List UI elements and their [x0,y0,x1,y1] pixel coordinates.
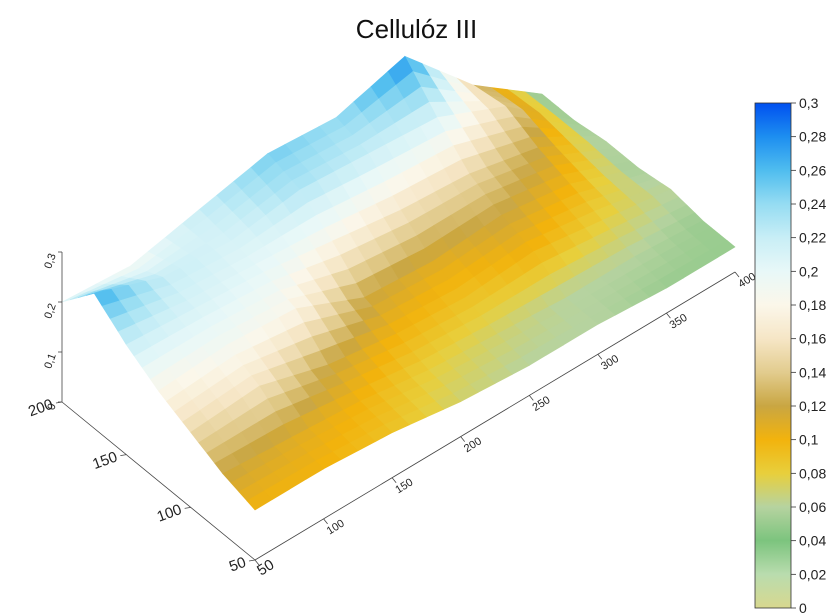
x-tick-label: 200 [462,435,484,455]
x-tick-mark [666,312,671,319]
x-tick-mark [323,518,328,525]
colorbar-label: 0,3 [799,95,819,111]
x-axis-line [254,271,736,561]
colorbar-label: 0,28 [799,129,826,145]
colorbar-label: 0,08 [799,465,826,481]
surface-cell [246,490,273,511]
x-tick-mark [734,271,740,278]
z-tick-label: 0,1 [42,352,59,370]
surface-mesh [61,55,736,511]
colorbar-label: 0,1 [799,432,819,448]
colorbar-label: 0,26 [799,162,826,178]
colorbar-gradient [754,102,792,609]
colorbar-label: 0,2 [799,263,819,279]
z-tick-label: 0,2 [42,302,59,320]
colorbar-label: 0,24 [799,196,826,212]
z-tick-label: 0,3 [42,252,59,270]
y-tick-label: 100 [155,501,184,526]
colorbar-label: 0,12 [799,398,826,414]
colorbar-label: 0,18 [799,297,826,313]
y-tick-label: 150 [90,448,119,473]
x-tick-label: 100 [325,517,347,537]
z-tick-label: 0 [45,402,58,412]
colorbar-label: 0,16 [799,331,826,347]
x-tick-label: 250 [531,394,553,414]
colorbar-label: 0,02 [799,566,826,582]
x-tick-label: 150 [393,476,415,496]
y-tick-mark [120,454,127,457]
y-axis-line [61,401,256,561]
colorbar-label: 0,06 [799,499,826,515]
x-tick-mark [460,436,466,442]
y-tick-mark [248,559,256,562]
x-tick-mark [391,477,397,483]
y-tick-mark [184,506,191,509]
x-tick-label: 50 [254,556,277,579]
y-tick-label: 50 [227,554,248,576]
x-tick-mark [528,395,534,401]
x-tick-label: 350 [668,312,690,332]
x-tick-label: 300 [599,353,621,373]
chart-title: Cellulóz III [355,14,478,44]
x-tick-mark [597,354,603,360]
colorbar-label: 0,22 [799,230,826,246]
x-tick-mark [254,559,260,566]
colorbar-label: 0,14 [799,364,826,380]
colorbar-label: 0 [799,600,807,614]
colorbar: 0 0,02 0,04 0,06 0,08 0,1 0,12 0,14 0,16 0,18 0,2 0… [754,95,826,614]
colorbar-label: 0,04 [799,533,826,549]
